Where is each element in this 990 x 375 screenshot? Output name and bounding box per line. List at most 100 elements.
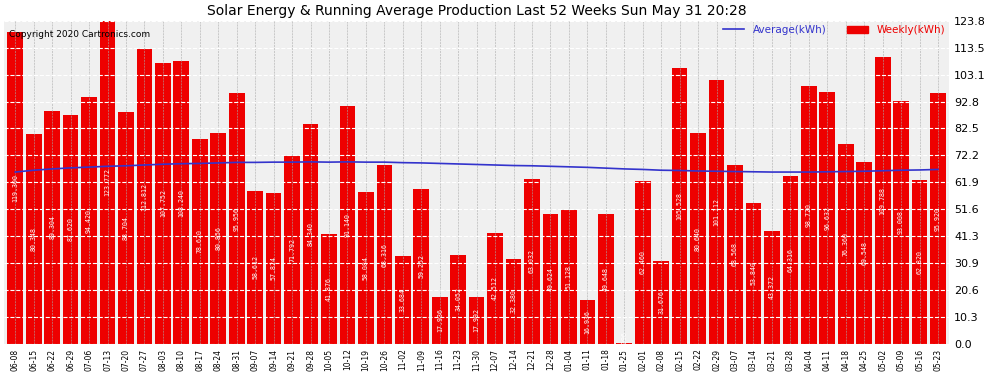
Bar bbox=[303, 124, 319, 344]
Bar bbox=[62, 115, 78, 344]
Bar bbox=[893, 101, 909, 344]
Text: 91.140: 91.140 bbox=[345, 213, 350, 237]
Text: 112.812: 112.812 bbox=[142, 183, 148, 210]
Bar bbox=[856, 162, 872, 344]
Bar bbox=[875, 57, 890, 344]
Text: 42.512: 42.512 bbox=[492, 276, 498, 300]
Text: 57.824: 57.824 bbox=[270, 256, 276, 280]
Bar bbox=[340, 106, 355, 344]
Bar bbox=[173, 62, 189, 344]
Text: 107.752: 107.752 bbox=[160, 189, 166, 217]
Legend: Average(kWh), Weekly(kWh): Average(kWh), Weekly(kWh) bbox=[719, 21, 949, 39]
Text: 49.624: 49.624 bbox=[547, 267, 553, 291]
Text: 49.648: 49.648 bbox=[603, 267, 609, 291]
Bar bbox=[709, 80, 725, 344]
Bar bbox=[506, 259, 522, 344]
Text: 105.528: 105.528 bbox=[676, 192, 683, 220]
Text: 95.920: 95.920 bbox=[935, 207, 941, 231]
Bar bbox=[561, 210, 577, 344]
Text: 93.008: 93.008 bbox=[898, 210, 904, 234]
Bar bbox=[450, 255, 466, 344]
Text: 98.720: 98.720 bbox=[806, 203, 812, 227]
Text: 119.300: 119.300 bbox=[12, 174, 18, 202]
Text: 80.348: 80.348 bbox=[31, 227, 37, 251]
Text: 69.548: 69.548 bbox=[861, 241, 867, 265]
Bar bbox=[395, 256, 411, 344]
Bar bbox=[672, 68, 687, 344]
Text: 80.640: 80.640 bbox=[695, 226, 701, 251]
Text: 51.128: 51.128 bbox=[566, 265, 572, 289]
Bar bbox=[376, 165, 392, 344]
Text: 59.252: 59.252 bbox=[418, 254, 425, 278]
Bar bbox=[155, 63, 170, 344]
Bar bbox=[487, 233, 503, 344]
Text: 96.632: 96.632 bbox=[825, 206, 831, 230]
Text: 76.360: 76.360 bbox=[842, 232, 848, 256]
Bar bbox=[745, 203, 761, 344]
Text: 53.840: 53.840 bbox=[750, 261, 756, 285]
Bar bbox=[211, 133, 226, 344]
Bar bbox=[432, 297, 447, 344]
Text: 109.788: 109.788 bbox=[880, 186, 886, 214]
Text: 58.612: 58.612 bbox=[252, 255, 258, 279]
Bar bbox=[782, 176, 798, 344]
Text: 89.304: 89.304 bbox=[50, 215, 55, 239]
Text: 84.340: 84.340 bbox=[308, 222, 314, 246]
Text: 123.772: 123.772 bbox=[105, 168, 111, 196]
Bar bbox=[81, 98, 97, 344]
Bar bbox=[653, 261, 669, 344]
Text: 68.316: 68.316 bbox=[381, 243, 387, 267]
Text: 94.420: 94.420 bbox=[86, 209, 92, 232]
Bar bbox=[118, 112, 134, 344]
Bar bbox=[728, 165, 742, 344]
Text: 58.084: 58.084 bbox=[363, 256, 369, 280]
Bar bbox=[912, 180, 928, 344]
Bar bbox=[469, 297, 484, 344]
Text: 64.316: 64.316 bbox=[787, 248, 793, 272]
Bar bbox=[635, 181, 650, 344]
Bar bbox=[284, 156, 300, 344]
Text: 16.936: 16.936 bbox=[584, 310, 590, 334]
Bar bbox=[45, 111, 60, 344]
Text: 108.240: 108.240 bbox=[178, 189, 184, 216]
Text: 41.876: 41.876 bbox=[326, 277, 332, 301]
Text: 88.704: 88.704 bbox=[123, 216, 129, 240]
Bar bbox=[192, 139, 208, 344]
Text: 31.676: 31.676 bbox=[658, 290, 664, 314]
Bar bbox=[7, 33, 23, 344]
Bar bbox=[543, 214, 558, 344]
Text: 17.992: 17.992 bbox=[473, 308, 479, 332]
Text: 68.568: 68.568 bbox=[732, 242, 738, 266]
Bar bbox=[764, 231, 780, 344]
Text: 87.620: 87.620 bbox=[67, 217, 73, 242]
Text: 33.684: 33.684 bbox=[400, 288, 406, 312]
Text: Copyright 2020 Cartronics.com: Copyright 2020 Cartronics.com bbox=[9, 30, 150, 39]
Bar bbox=[265, 193, 281, 344]
Text: 62.460: 62.460 bbox=[640, 250, 645, 274]
Bar bbox=[801, 86, 817, 344]
Text: 17.936: 17.936 bbox=[437, 308, 443, 332]
Text: 62.820: 62.820 bbox=[917, 250, 923, 274]
Bar bbox=[414, 189, 429, 344]
Text: 101.112: 101.112 bbox=[714, 198, 720, 226]
Text: 95.956: 95.956 bbox=[234, 207, 240, 231]
Title: Solar Energy & Running Average Production Last 52 Weeks Sun May 31 20:28: Solar Energy & Running Average Productio… bbox=[207, 4, 746, 18]
Bar bbox=[248, 191, 263, 344]
Bar bbox=[358, 192, 374, 344]
Text: 63.032: 63.032 bbox=[529, 249, 535, 273]
Bar bbox=[26, 134, 42, 344]
Bar bbox=[690, 134, 706, 344]
Text: 0.096: 0.096 bbox=[622, 331, 628, 351]
Bar bbox=[820, 92, 836, 344]
Bar bbox=[137, 50, 152, 344]
Bar bbox=[524, 179, 540, 344]
Bar bbox=[931, 93, 945, 344]
Text: 32.380: 32.380 bbox=[511, 290, 517, 314]
Bar bbox=[598, 214, 614, 344]
Text: 71.792: 71.792 bbox=[289, 238, 295, 262]
Bar bbox=[100, 21, 116, 344]
Bar bbox=[321, 234, 337, 344]
Bar bbox=[229, 93, 245, 344]
Text: 43.372: 43.372 bbox=[769, 275, 775, 299]
Bar bbox=[838, 144, 853, 344]
